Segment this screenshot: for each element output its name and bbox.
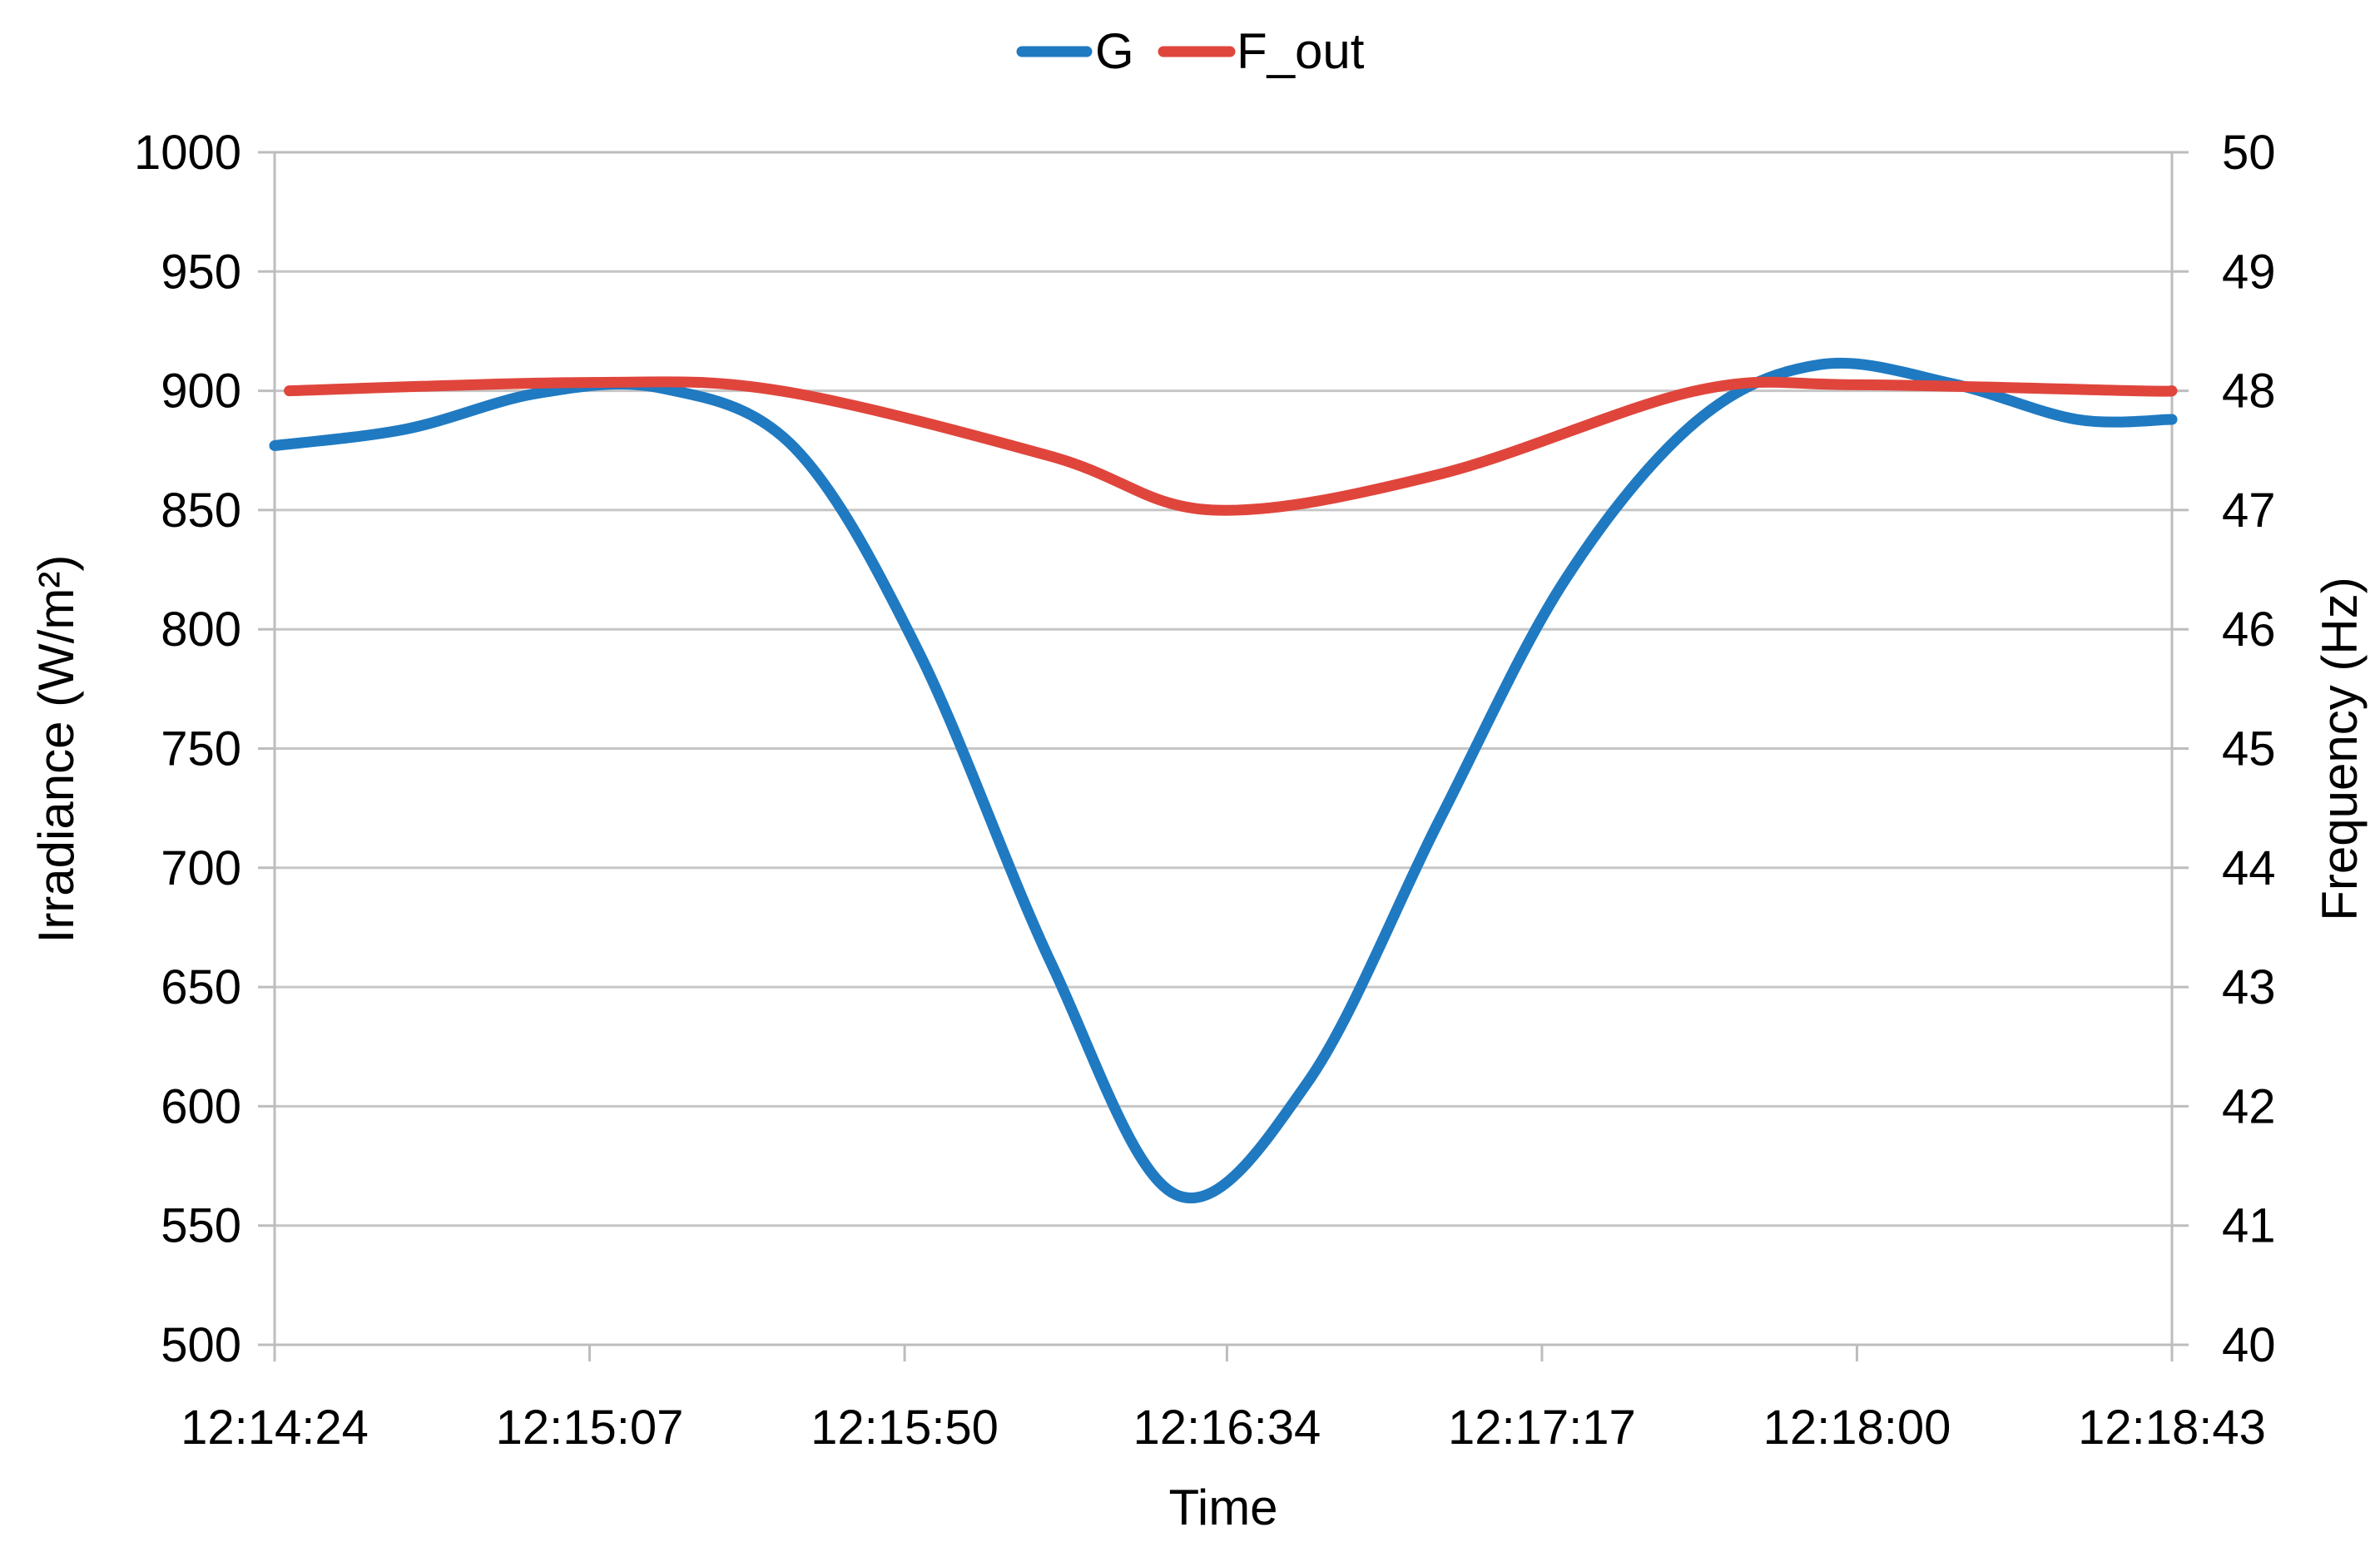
y-tick-label-900: 900 <box>161 364 241 419</box>
legend-label-g: G <box>1095 23 1134 79</box>
y2-tick-label-40: 40 <box>2222 1318 2276 1372</box>
x-tick-label-12:14:24: 12:14:24 <box>181 1401 369 1455</box>
y-tick-label-750: 750 <box>161 722 241 776</box>
legend: G F_out <box>1016 23 1365 79</box>
data-point-g-4 <box>791 444 800 453</box>
data-point-g-14 <box>2072 414 2081 424</box>
data-point-g-5 <box>915 648 924 657</box>
data-point-g-1 <box>402 424 411 434</box>
x-tick-label-12:16:34: 12:16:34 <box>1133 1401 1321 1455</box>
y2-tick-label-50: 50 <box>2222 126 2276 180</box>
y2-tick-label-45: 45 <box>2222 722 2276 776</box>
legend-label-f-out: F_out <box>1237 23 1365 79</box>
y2-tick-label-49: 49 <box>2222 245 2276 299</box>
data-point-f-out-0 <box>285 386 294 395</box>
y2-tick-label-42: 42 <box>2222 1079 2276 1133</box>
data-point-g-8 <box>1303 1078 1312 1087</box>
series-lines <box>269 357 2178 1204</box>
data-point-g-12 <box>1816 360 1825 369</box>
series-line-f-out <box>284 376 2178 516</box>
data-point-g-0 <box>270 441 279 450</box>
y-tick-label-650: 650 <box>161 960 241 1014</box>
x-tick-label-12:15:07: 12:15:07 <box>496 1401 684 1455</box>
data-point-f-out-3 <box>1047 452 1056 461</box>
data-point-f-out-6 <box>1691 386 1700 395</box>
y-tick-label-600: 600 <box>161 1079 241 1133</box>
y-axis-title-right: Frequency (Hz) <box>2312 577 2368 920</box>
data-point-f-out-2 <box>776 386 785 395</box>
y2-tick-label-43: 43 <box>2222 960 2276 1014</box>
x-tick-label-12:17:17: 12:17:17 <box>1448 1401 1636 1455</box>
y-tick-label-950: 950 <box>161 245 241 299</box>
data-point-g-2 <box>533 389 543 398</box>
data-point-f-out-4 <box>1207 505 1217 514</box>
x-axis-title: Time <box>1168 1480 1277 1535</box>
grid-lines <box>275 270 2172 1227</box>
y-tick-label-800: 800 <box>161 602 241 657</box>
data-point-f-out-7 <box>1852 380 1862 389</box>
axis-ticks: 500 550 600 650 700 750 800 850 900 950 1000 40 41 42… <box>134 126 2276 1455</box>
y2-tick-label-44: 44 <box>2222 841 2276 895</box>
data-point-f-out-8 <box>2130 386 2140 395</box>
data-point-f-out-5 <box>1435 469 1444 479</box>
y-tick-label-550: 550 <box>161 1199 241 1253</box>
data-point-g-9 <box>1435 816 1444 825</box>
y2-tick-label-47: 47 <box>2222 483 2276 538</box>
y-tick-label-1000: 1000 <box>134 126 241 180</box>
y2-tick-label-48: 48 <box>2222 364 2276 419</box>
y-tick-label-500: 500 <box>161 1318 241 1372</box>
series-line-g <box>269 357 2178 1204</box>
data-point-f-out-1 <box>585 378 594 387</box>
data-point-g-6 <box>1047 959 1056 968</box>
x-tick-label-12:18:00: 12:18:00 <box>1763 1401 1951 1455</box>
x-tick-label-12:15:50: 12:15:50 <box>811 1401 999 1455</box>
data-point-g-10 <box>1559 577 1569 586</box>
y-tick-label-700: 700 <box>161 841 241 895</box>
x-tick-label-12:18:43: 12:18:43 <box>2078 1401 2266 1455</box>
y-axis-title-left: Irradiance (W/m²) <box>28 555 84 944</box>
y2-tick-label-46: 46 <box>2222 602 2276 657</box>
data-point-g-11 <box>1691 417 1700 426</box>
data-point-g-15 <box>2168 414 2176 424</box>
data-point-g-7 <box>1171 1190 1180 1199</box>
y2-tick-label-41: 41 <box>2222 1199 2276 1253</box>
data-point-f-out-9 <box>2168 386 2176 395</box>
y-tick-label-850: 850 <box>161 483 241 538</box>
